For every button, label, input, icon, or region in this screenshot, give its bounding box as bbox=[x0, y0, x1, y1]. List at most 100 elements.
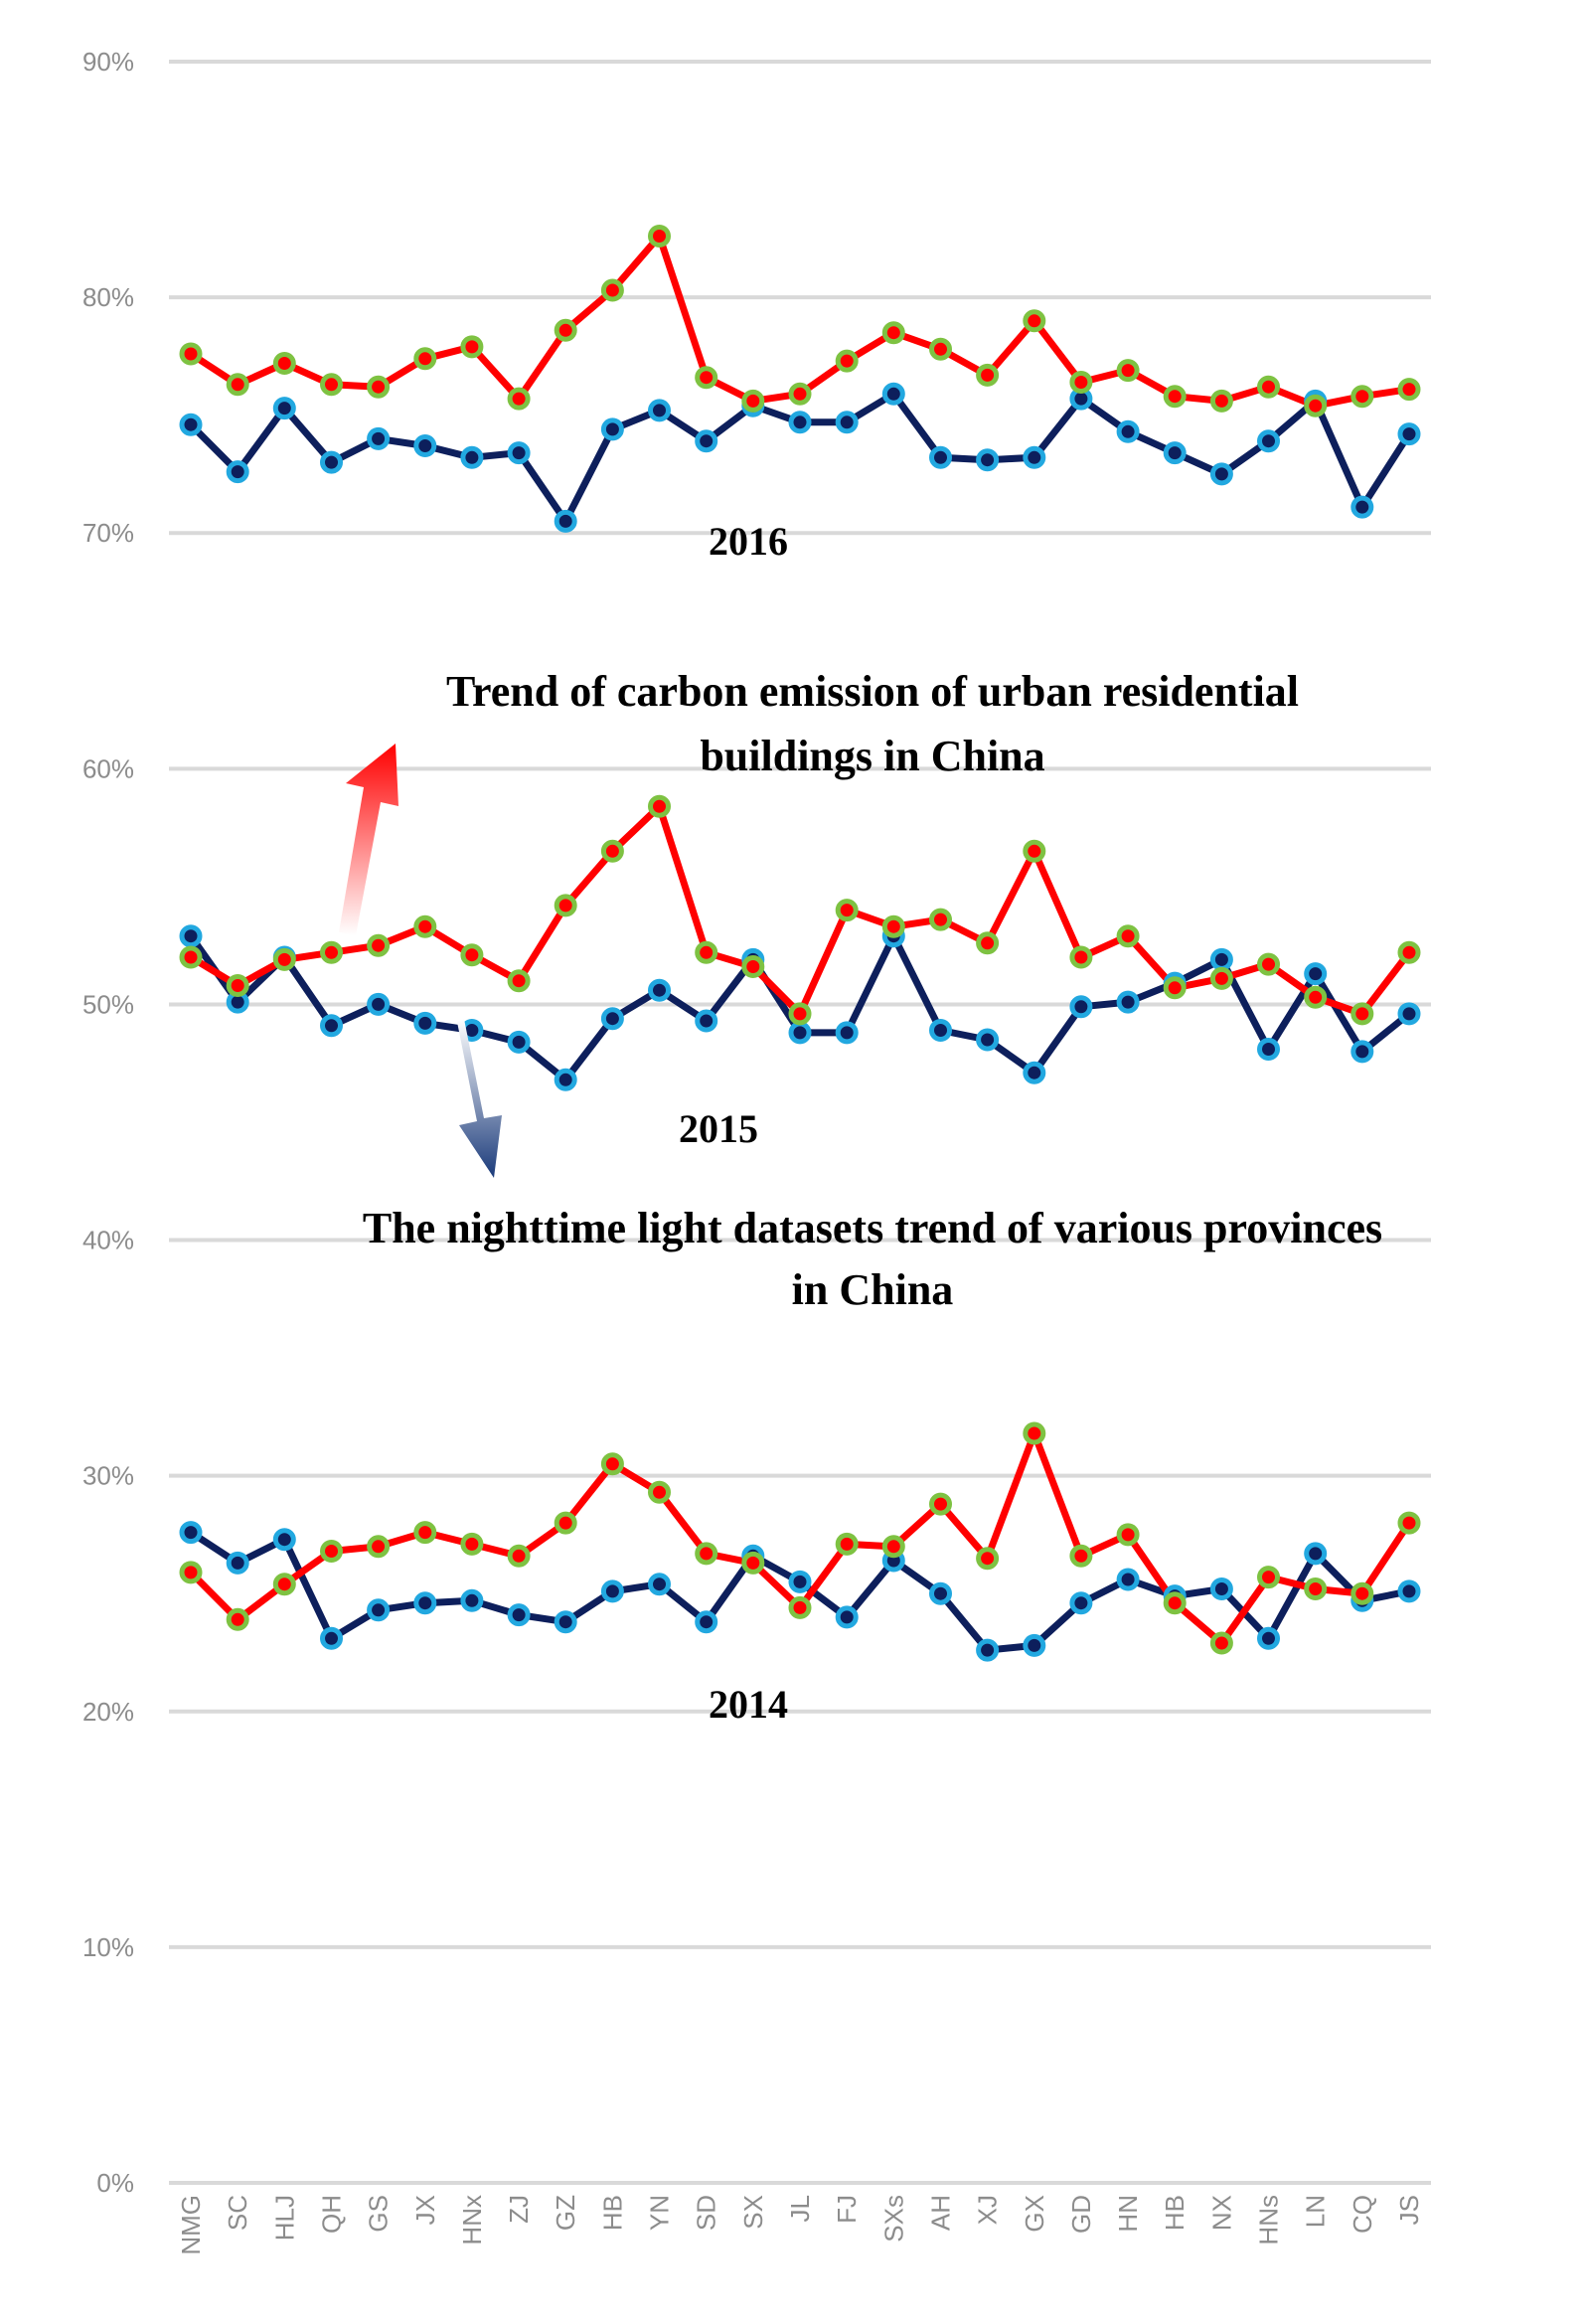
data-point-2014-carbon bbox=[741, 1551, 765, 1575]
data-point-2014-carbon bbox=[1304, 1577, 1328, 1600]
x-tick-label: JS bbox=[1394, 2195, 1424, 2225]
data-point-2014-light bbox=[367, 1598, 391, 1622]
data-point-2014-light bbox=[1023, 1633, 1046, 1657]
data-point-2014-carbon bbox=[600, 1452, 624, 1476]
data-point-2015-carbon bbox=[1163, 976, 1187, 1000]
data-point-2016-light bbox=[226, 460, 249, 484]
data-point-2014-carbon bbox=[695, 1542, 718, 1566]
data-point-2016-light bbox=[272, 397, 296, 420]
data-point-2015-carbon bbox=[179, 945, 203, 969]
x-tick-label: GZ bbox=[551, 2195, 580, 2231]
data-point-2016-light bbox=[976, 448, 1000, 472]
data-point-2016-light bbox=[413, 434, 437, 457]
data-point-2016-carbon bbox=[1163, 385, 1187, 409]
data-point-2014-light bbox=[1397, 1579, 1421, 1603]
data-point-2014-carbon bbox=[507, 1544, 531, 1568]
data-point-2014-light bbox=[554, 1610, 577, 1634]
data-point-2014-carbon bbox=[1023, 1421, 1046, 1445]
data-point-2016-light bbox=[929, 445, 952, 469]
data-point-2014-light bbox=[1257, 1626, 1280, 1650]
red-arrow bbox=[339, 744, 398, 935]
data-point-2014-light bbox=[272, 1528, 296, 1552]
carbon-trend-title-line1: Trend of carbon emission of urban reside… bbox=[446, 667, 1299, 716]
blue-arrow bbox=[457, 1019, 502, 1178]
data-point-2016-light bbox=[1397, 422, 1421, 446]
data-point-2015-carbon bbox=[1304, 985, 1328, 1009]
data-point-2014-carbon bbox=[179, 1561, 203, 1584]
data-point-2016-carbon bbox=[695, 366, 718, 390]
data-point-2015-carbon bbox=[648, 794, 671, 818]
y-tick-label: 90% bbox=[82, 47, 134, 77]
data-point-2014-light bbox=[460, 1588, 484, 1612]
data-point-2016-light bbox=[1209, 462, 1233, 486]
data-point-2016-carbon bbox=[648, 225, 671, 248]
data-point-2015-light bbox=[554, 1068, 577, 1091]
data-point-2014-light bbox=[507, 1603, 531, 1627]
y-tick-label: 30% bbox=[82, 1461, 134, 1491]
data-point-2014-carbon bbox=[1116, 1523, 1140, 1547]
y-axis-tick-labels: 0% 10% 20% 30% 40% 50% 60% 70% 80% 90% bbox=[82, 47, 134, 2198]
x-tick-label: SC bbox=[223, 2195, 252, 2231]
series-markers bbox=[179, 225, 1421, 1662]
x-tick-label: FJ bbox=[832, 2195, 862, 2224]
data-point-2014-carbon bbox=[1350, 1581, 1374, 1605]
x-tick-label: GX bbox=[1020, 2195, 1049, 2233]
data-point-2015-light bbox=[835, 1021, 859, 1045]
x-tick-label: QH bbox=[316, 2195, 346, 2234]
year-label-2015: 2015 bbox=[679, 1106, 758, 1151]
x-tick-label: SX bbox=[738, 2195, 768, 2230]
data-point-2015-carbon bbox=[272, 947, 296, 971]
data-point-2014-light bbox=[1304, 1542, 1328, 1566]
data-point-2016-carbon bbox=[1257, 375, 1280, 399]
data-point-2014-light bbox=[1209, 1577, 1233, 1600]
data-point-2015-carbon bbox=[1023, 839, 1046, 863]
data-point-2015-carbon bbox=[226, 974, 249, 997]
y-tick-label: 10% bbox=[82, 1932, 134, 1962]
data-point-2016-carbon bbox=[1023, 309, 1046, 333]
data-point-2015-carbon bbox=[695, 940, 718, 964]
data-point-2016-carbon bbox=[1069, 371, 1093, 394]
data-point-2015-light bbox=[1069, 995, 1093, 1019]
x-tick-label: HB bbox=[1160, 2195, 1190, 2231]
data-point-2016-light bbox=[320, 450, 343, 474]
data-point-2014-carbon bbox=[226, 1607, 249, 1631]
data-point-2016-carbon bbox=[976, 363, 1000, 387]
data-point-2016-carbon bbox=[507, 387, 531, 411]
data-point-2014-light bbox=[179, 1521, 203, 1545]
data-point-2015-carbon bbox=[881, 914, 905, 938]
x-tick-label: HLJ bbox=[269, 2195, 299, 2241]
data-point-2016-carbon bbox=[179, 342, 203, 366]
x-tick-label: XJ bbox=[973, 2195, 1003, 2225]
data-point-2016-carbon bbox=[788, 382, 812, 406]
x-tick-label: NX bbox=[1206, 2195, 1236, 2231]
x-tick-label: HN bbox=[1113, 2195, 1143, 2233]
data-point-2015-light bbox=[1023, 1061, 1046, 1084]
data-point-2015-carbon bbox=[1209, 966, 1233, 990]
x-axis-tick-labels: NMG SC HLJ QH GS JX HNx ZJ GZ HB YN SD SX JL FJ SXs AH XJ… bbox=[176, 2195, 1424, 2255]
x-tick-label: HB bbox=[597, 2195, 627, 2231]
data-point-2014-carbon bbox=[1257, 1566, 1280, 1589]
data-point-2014-carbon bbox=[881, 1535, 905, 1559]
data-point-2014-carbon bbox=[788, 1595, 812, 1619]
data-point-2016-light bbox=[835, 411, 859, 434]
y-tick-label: 50% bbox=[82, 989, 134, 1019]
data-point-2015-carbon bbox=[929, 908, 952, 931]
data-point-2016-light bbox=[1257, 429, 1280, 453]
data-point-2014-carbon bbox=[460, 1532, 484, 1556]
data-point-2014-carbon bbox=[1397, 1511, 1421, 1535]
data-point-2014-carbon bbox=[976, 1547, 1000, 1571]
data-point-2016-light bbox=[600, 417, 624, 441]
data-point-2016-carbon bbox=[226, 373, 249, 397]
data-point-2016-carbon bbox=[1209, 389, 1233, 413]
data-point-2015-light bbox=[1257, 1038, 1280, 1061]
x-tick-label: GD bbox=[1066, 2195, 1096, 2234]
data-point-2016-light bbox=[554, 509, 577, 533]
y-tick-label: 70% bbox=[82, 518, 134, 548]
data-point-2014-carbon bbox=[1069, 1544, 1093, 1568]
data-point-2014-light bbox=[788, 1570, 812, 1593]
data-point-2014-light bbox=[1116, 1568, 1140, 1591]
data-point-2016-light bbox=[1163, 441, 1187, 465]
data-point-2015-carbon bbox=[413, 914, 437, 938]
x-tick-label: NMG bbox=[176, 2195, 206, 2255]
x-tick-label: ZJ bbox=[504, 2195, 534, 2224]
